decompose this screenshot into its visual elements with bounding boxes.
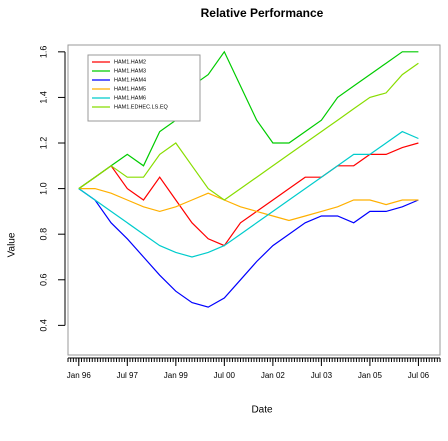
y-tick-label: 0.4 [38,319,48,332]
series-line [78,50,419,190]
y-tick-label: 0.6 [38,274,48,287]
x-tick-label: Jul 06 [408,371,430,380]
x-tick-label: Jan 02 [261,371,286,380]
y-axis-title: Value [7,232,18,257]
series-line [78,62,419,201]
x-tick-label: Jul 03 [311,371,333,380]
legend-box [87,54,201,122]
plot-frame [67,44,441,356]
x-tick-label: Jan 99 [164,371,189,380]
y-tick-label: 1.4 [38,91,48,104]
y-tick-label: 0.8 [38,228,48,241]
x-axis-title: Date [251,405,273,416]
legend-text: HAM1.EDHEC.LS.EQ [114,104,169,110]
legend-text: HAM1.HAM5 [114,86,146,92]
x-tick-label: Jan 05 [358,371,383,380]
series-line [78,188,419,222]
series-line [78,130,419,258]
x-tick-label: Jul 00 [214,371,236,380]
y-tick-label: 1.6 [38,46,48,59]
chart-title: Relative Performance [201,6,324,20]
y-tick-label: 1.2 [38,137,48,150]
y-tick-label: 1.0 [38,182,48,195]
x-tick-label: Jul 97 [117,371,139,380]
legend-text: HAM1.HAM3 [114,68,146,74]
legend-text: HAM1.HAM6 [114,95,146,101]
series-line [78,188,419,308]
x-tick-label: Jan 96 [67,371,92,380]
legend-text: HAM1.HAM2 [114,59,146,65]
legend-text: HAM1.HAM4 [114,77,146,83]
series-line [78,142,419,247]
